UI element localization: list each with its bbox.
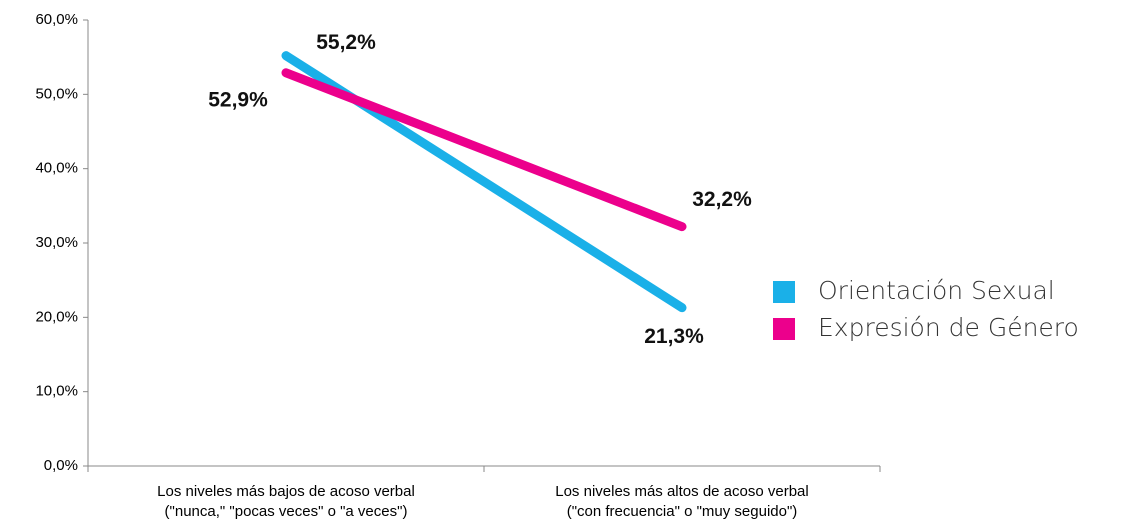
y-tick-label: 20,0% <box>35 308 78 325</box>
y-tick-label: 10,0% <box>35 383 78 400</box>
legend-swatch <box>773 281 795 303</box>
value-label: 21,3% <box>644 325 704 348</box>
x-tick-label: ("nunca," "pocas veces" o "a veces") <box>165 503 408 520</box>
y-tick-label: 30,0% <box>35 234 78 251</box>
value-label: 55,2% <box>316 31 376 54</box>
value-label: 32,2% <box>692 188 752 211</box>
legend-swatch <box>773 318 795 340</box>
x-tick-label: Los niveles más altos de acoso verbal <box>555 483 808 500</box>
legend-label: Orientación Sexual <box>818 276 1055 305</box>
x-tick-label: Los niveles más bajos de acoso verbal <box>157 483 415 500</box>
value-label: 52,9% <box>208 88 268 111</box>
y-tick-label: 60,0% <box>35 11 78 28</box>
series-line <box>281 68 687 232</box>
x-tick-label: ("con frecuencia" o "muy seguido") <box>567 503 798 520</box>
y-tick-label: 40,0% <box>35 160 78 177</box>
y-tick-label: 50,0% <box>35 85 78 102</box>
legend-label: Expresión de Género <box>818 313 1079 342</box>
y-tick-label: 0,0% <box>44 457 78 474</box>
